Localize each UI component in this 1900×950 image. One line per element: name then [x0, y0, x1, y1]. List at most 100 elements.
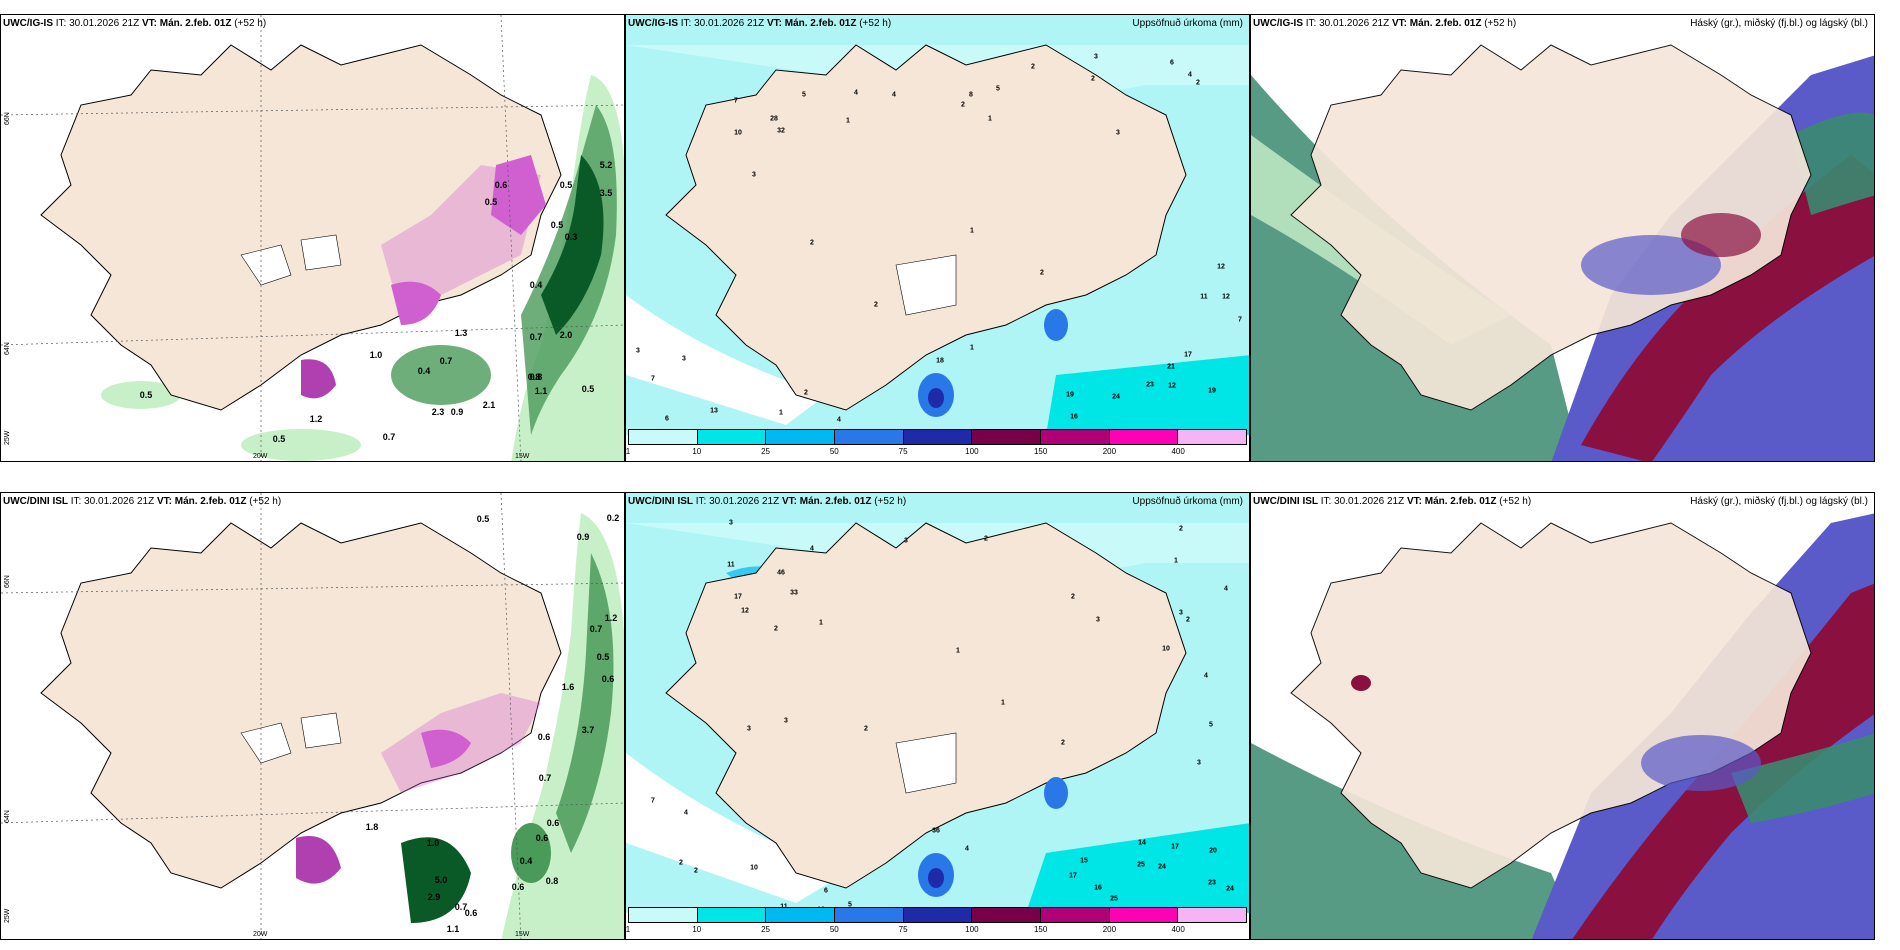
precip-value: 4 — [837, 416, 841, 424]
colorbar-swatch — [1178, 430, 1247, 444]
precip-value: 3 — [1116, 129, 1120, 137]
precip-value: 2 — [1179, 525, 1183, 533]
precip-value: 1.2 — [309, 414, 323, 424]
precip-value: 5 — [1209, 721, 1213, 729]
map-canvas — [1, 15, 624, 461]
precip-value: 23 — [1146, 381, 1154, 389]
colorbar-label: 100 — [965, 447, 979, 456]
panel-title: Uppsöfnuð úrkoma (mm) — [1132, 496, 1243, 507]
precip-value: 2 — [864, 725, 868, 733]
precip-value: 3 — [784, 717, 788, 725]
colorbar-label: 1 — [625, 447, 631, 456]
lon-tick: 20W — [253, 453, 268, 460]
precip-value: 6 — [824, 887, 828, 895]
precip-value: 1 — [819, 619, 823, 627]
precip-value: 12 — [1168, 382, 1176, 390]
precip-value: 0.4 — [519, 856, 533, 866]
panel-title: Háský (gr.), miðský (fj.bl.) og lágský (… — [1690, 18, 1868, 29]
precip-value: 3.7 — [581, 725, 595, 735]
precip-value: 3 — [752, 171, 756, 179]
precip-value: 2 — [874, 301, 878, 309]
precip-value: 2 — [1186, 616, 1190, 624]
precip-value: 0.7 — [589, 624, 603, 634]
precip-value: 2 — [810, 239, 814, 247]
lat-tick: 64N — [4, 810, 11, 823]
precip-value: 2.3 — [431, 407, 445, 417]
precip-value: 8 — [969, 91, 973, 99]
precip-value: 12 — [1222, 293, 1230, 301]
precip-value: 1 — [846, 117, 850, 125]
precip-value: 6 — [1170, 59, 1174, 67]
iceland-land — [40, 522, 562, 889]
precip-value: 0.6 — [537, 732, 551, 742]
colorbar-swatch — [972, 908, 1042, 922]
precip-value: 24 — [1112, 393, 1120, 401]
map-canvas — [626, 15, 1249, 435]
colorbar-swatch — [1041, 908, 1110, 922]
precip-value: 16 — [1070, 413, 1078, 421]
panel-header: UWC/DINI ISL IT: 30.01.2026 21Z VT: Mán.… — [1253, 496, 1532, 507]
colorbar-label: 25 — [761, 447, 770, 456]
precip-value: 1 — [970, 227, 974, 235]
precip-value: 5.2 — [599, 160, 613, 170]
precip-value: 0.5 — [484, 197, 498, 207]
colorbar-label: 75 — [898, 447, 908, 456]
colorbar-label: 400 — [1171, 925, 1185, 934]
precip-value: 3 — [1096, 616, 1100, 624]
precip-value: 0.6 — [546, 818, 560, 828]
precip-value: 7 — [734, 97, 738, 105]
map-canvas — [1251, 493, 1874, 939]
map-canvas — [1, 493, 624, 939]
colorbar-label: 10 — [692, 925, 702, 934]
colorbar-legend: 1 10 25 50 75 100 150 200 400 — [625, 429, 1247, 457]
precip-value: 17 — [1069, 872, 1077, 880]
precip-value: 3 — [636, 347, 640, 355]
precip-value: 18 — [936, 357, 944, 365]
colorbar-label: 50 — [829, 925, 839, 934]
colorbar-swatches — [628, 907, 1247, 923]
lon-tick: 15W — [515, 931, 530, 938]
precip-value: 2 — [774, 625, 778, 633]
precip-value: 11 — [1200, 293, 1208, 301]
precip-value: 12 — [1217, 263, 1225, 271]
precip-value: 0.8 — [545, 876, 559, 886]
map-canvas — [626, 493, 1249, 913]
colorbar-label: 10 — [692, 447, 702, 456]
precip-value: 1.2 — [604, 613, 618, 623]
precip-value: 7 — [1238, 316, 1242, 324]
precip-value: 12 — [741, 607, 749, 615]
precip-value: 0.6 — [601, 674, 615, 684]
lon-tick: 20W — [253, 931, 268, 938]
iceland-land — [40, 44, 562, 411]
panel-clouds-dini: UWC/DINI ISL IT: 30.01.2026 21Z VT: Mán.… — [1250, 492, 1875, 940]
precip-value: 24 — [1158, 863, 1166, 871]
precip-value: 23 — [1208, 879, 1216, 887]
precip-value: 1 — [779, 409, 783, 417]
precip-value: 2.9 — [427, 892, 441, 902]
precip-value: 2 — [1061, 739, 1065, 747]
lat-tick: 66N — [4, 112, 11, 125]
precip-value: 1 — [956, 647, 960, 655]
precip-value: 17 — [734, 593, 742, 601]
precip-value: 2.1 — [482, 400, 496, 410]
precip-value: 4 — [854, 89, 858, 97]
precip-value: 24 — [1226, 885, 1234, 893]
colorbar-swatch — [766, 908, 836, 922]
precip-value: 25 — [1110, 895, 1118, 903]
precip-value: 1.6 — [561, 682, 575, 692]
precip-value: 14 — [1138, 839, 1146, 847]
colorbar-label: 200 — [1102, 925, 1117, 934]
precip-value: 0.5 — [272, 434, 286, 444]
precip-value: 3 — [729, 519, 733, 527]
precip-value: 0.4 — [417, 366, 431, 376]
panel-precip-wind-igis: UWC/IG-IS IT: 30.01.2026 21Z VT: Mán. 2.… — [0, 14, 625, 462]
precip-value: 0.6 — [494, 180, 508, 190]
precip-value: 3.5 — [599, 188, 613, 198]
precip-value: 3 — [1197, 759, 1201, 767]
precip-value: 3 — [1094, 53, 1098, 61]
precip-value: 25 — [1137, 861, 1145, 869]
precip-value: 1.3 — [454, 328, 468, 338]
colorbar-swatch — [697, 908, 767, 922]
precip-value: 2 — [694, 867, 698, 875]
colorbar-label: 25 — [761, 925, 770, 934]
